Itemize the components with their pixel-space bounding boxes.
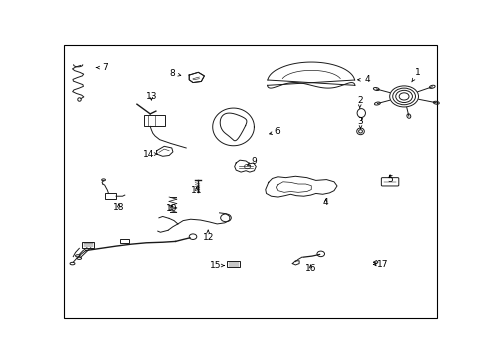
Text: 4: 4 — [322, 198, 328, 207]
Text: 16: 16 — [304, 264, 316, 273]
Text: 10: 10 — [166, 204, 177, 213]
Polygon shape — [265, 176, 336, 197]
Bar — [104, 193, 116, 199]
Bar — [143, 115, 164, 126]
Text: 18: 18 — [113, 203, 124, 212]
Text: 1: 1 — [411, 68, 420, 82]
Text: 12: 12 — [202, 230, 213, 242]
Text: 8: 8 — [168, 69, 181, 78]
FancyBboxPatch shape — [381, 177, 398, 186]
Text: 17: 17 — [373, 260, 387, 269]
Text: 14: 14 — [143, 150, 157, 158]
Text: 4: 4 — [357, 75, 369, 84]
Text: 15: 15 — [209, 261, 224, 270]
Bar — [120, 239, 129, 243]
Text: 5: 5 — [386, 175, 392, 184]
Text: 6: 6 — [269, 127, 280, 136]
Text: 3: 3 — [357, 117, 363, 129]
Polygon shape — [189, 72, 204, 82]
Bar — [226, 261, 240, 267]
Polygon shape — [292, 261, 299, 265]
Text: 13: 13 — [145, 92, 157, 101]
Text: 11: 11 — [191, 186, 202, 195]
Text: 7: 7 — [96, 63, 107, 72]
Text: 2: 2 — [356, 96, 362, 108]
Text: 9: 9 — [247, 157, 257, 166]
Polygon shape — [234, 160, 256, 172]
Bar — [82, 242, 94, 248]
Polygon shape — [156, 146, 173, 156]
